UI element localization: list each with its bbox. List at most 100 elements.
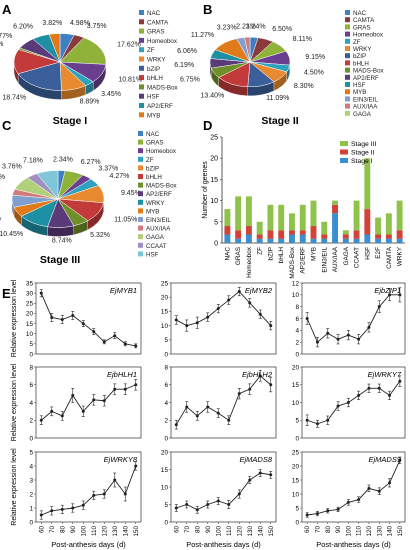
pie-slice-label: 6.19%	[174, 62, 194, 69]
x-tick-label: E2F	[375, 247, 382, 259]
y-tick-label: 5	[295, 505, 299, 512]
legend-swatch	[345, 46, 350, 51]
bar-segment	[256, 221, 263, 235]
legend-swatch	[138, 131, 143, 136]
data-point	[123, 492, 127, 496]
data-point	[60, 507, 64, 511]
data-point	[71, 506, 75, 510]
pie-charts-group: 4.98%3.75% 17.62% 10.81% 3.45%8.89% 18.74% 13…	[0, 10, 385, 258]
y-tick-label: 5	[164, 502, 168, 509]
bar-segment	[321, 221, 328, 235]
stage-label-a: Stage I	[53, 115, 88, 127]
data-point	[388, 481, 392, 485]
legend-label: GRAS	[353, 24, 371, 31]
x-tick-label: GRAS	[235, 247, 242, 265]
data-point	[227, 298, 231, 302]
series-line	[176, 290, 272, 327]
pie-slice-label: 3.24%	[246, 23, 266, 30]
y-tick-label: 2	[164, 418, 168, 425]
legend-label: WRKY	[146, 200, 165, 207]
pie-slice-label: 4.98%	[70, 20, 90, 27]
legend-swatch	[138, 199, 143, 205]
bar-segment	[342, 238, 349, 243]
legend-swatch	[340, 158, 348, 163]
y-tick-label: 0	[164, 519, 168, 526]
legend-label: CAMTA	[147, 19, 169, 26]
y-tick-label: 25	[292, 449, 300, 456]
bar-segment	[235, 196, 242, 231]
bar-segment	[278, 204, 285, 231]
legend-swatch	[139, 19, 144, 25]
data-point	[248, 387, 252, 391]
y-tick-label: 15	[210, 177, 218, 184]
legend-label: bHLH	[353, 60, 369, 67]
pie-slice-label: 10.45%	[0, 231, 23, 238]
legend-label: GAGA	[146, 234, 165, 241]
x-tick-label: GAGA	[343, 246, 350, 265]
bar-segment	[267, 230, 274, 239]
pie-chart-b: 3.24% 6.50%8.11% 9.15% 4.50% 8.30% 11.09% 13.4…	[174, 10, 385, 118]
data-point	[326, 509, 330, 513]
data-point	[336, 337, 340, 341]
bar-segment	[256, 234, 263, 239]
data-point	[174, 506, 178, 510]
data-point	[216, 307, 220, 311]
x-axis-label: Post-anthesis days (d)	[316, 540, 391, 549]
data-point	[185, 405, 189, 409]
pie-slice-label: 11.09%	[266, 95, 289, 102]
data-point	[92, 398, 96, 402]
x-tick-label: 90	[205, 526, 212, 534]
data-point	[346, 401, 350, 404]
x-tick-label: EIN3/EIL	[321, 247, 328, 273]
x-tick-label: 140	[387, 526, 394, 537]
data-point	[81, 322, 85, 326]
pie-slice	[59, 37, 107, 65]
x-tick-label: NAC	[224, 247, 231, 261]
legend-swatch	[138, 208, 143, 214]
y-tick-label: 0	[295, 435, 299, 442]
legend-swatch	[139, 84, 144, 90]
legend-swatch	[138, 165, 143, 171]
pie-slice-label: 6.20%	[13, 23, 33, 30]
y-tick-label: 0	[295, 519, 299, 526]
bar-segment	[396, 238, 403, 243]
x-tick-label: bHLH	[278, 247, 285, 264]
plot-frame	[35, 282, 142, 355]
legend-swatch	[345, 110, 350, 116]
data-point	[195, 321, 199, 325]
series-line	[307, 460, 401, 516]
pie-slice-label: 6.77%	[0, 33, 12, 40]
y-tick-label: 0	[214, 241, 218, 248]
x-axis-label: Post-anthesis days (d)	[186, 540, 261, 549]
data-point	[367, 325, 371, 329]
x-tick-label: 150	[133, 526, 140, 537]
bar-segment	[289, 234, 295, 243]
y-tick-label: 10	[292, 400, 300, 407]
pie-slice-label: 9.45%	[121, 190, 141, 197]
pie-slice-label: 3.76%	[2, 164, 22, 171]
bar-segment	[375, 234, 382, 239]
line-panel: 0 5 10 15 20 EjWRKY7	[292, 364, 406, 442]
legend-swatch	[138, 251, 143, 257]
data-point	[227, 418, 231, 422]
x-tick-label: MADS-Box	[289, 246, 296, 278]
data-point	[398, 293, 402, 297]
legend-swatch	[138, 156, 143, 162]
pie-slice	[36, 170, 59, 200]
line-panel: 0 2 4 6 8 EjbHLH2	[164, 364, 277, 442]
y-tick-label: 20	[210, 156, 218, 163]
bar-segment	[321, 238, 328, 243]
legend-swatch	[345, 24, 350, 30]
data-point	[113, 387, 117, 391]
legend-label: bHLH	[147, 75, 163, 82]
bar-segment	[364, 234, 371, 243]
y-tick-label: 15	[26, 321, 34, 328]
pie-slice-label: 8.89%	[80, 99, 100, 106]
data-point	[185, 324, 189, 328]
pie-slice-label: 10.81%	[118, 77, 142, 84]
data-point	[174, 423, 178, 427]
pie-slice-label: 8.74%	[52, 237, 72, 244]
x-tick-label: 120	[101, 526, 108, 537]
line-panel: 0 5 10 15 20 25 EjMADS9 60 70 80 90 100 110 120 130 140…	[292, 449, 406, 549]
